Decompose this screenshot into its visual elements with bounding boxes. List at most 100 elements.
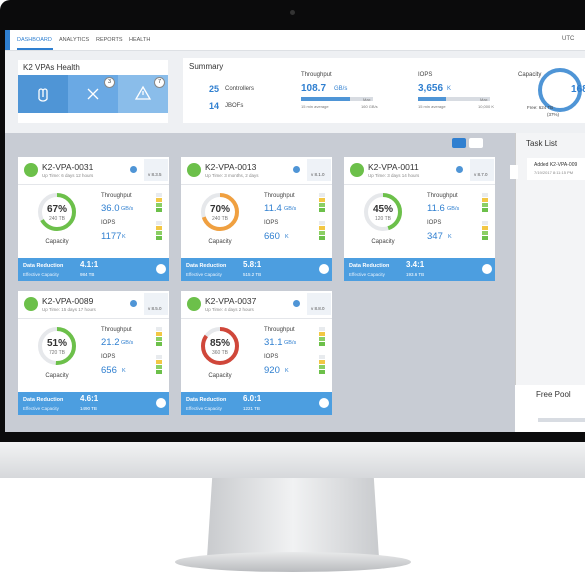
version-box <box>307 293 331 315</box>
health-icon <box>87 88 99 100</box>
level-segment <box>156 332 162 336</box>
version-box <box>144 293 168 315</box>
level-segment <box>319 198 325 202</box>
effective-title: Effective Capacity <box>186 406 222 411</box>
level-segment <box>319 231 325 235</box>
summary-bar <box>18 392 169 415</box>
vpa-card[interactable]: K2-VPA-0089 Up Time: 15 days 17 hours v 8.… <box>18 291 169 415</box>
camera <box>290 10 295 15</box>
details-button[interactable] <box>156 264 166 274</box>
view-toggle[interactable] <box>452 138 466 148</box>
nav-item[interactable]: REPORTS <box>96 37 123 43</box>
stand-neck <box>207 478 379 558</box>
effective-title: Effective Capacity <box>186 272 222 277</box>
details-button[interactable] <box>319 264 329 274</box>
vpa-card[interactable]: K2-VPA-0031 Up Time: 6 days 12 hours v 8.3… <box>18 157 169 281</box>
details-button[interactable] <box>156 398 166 408</box>
reduction-title: Data Reduction <box>186 263 227 269</box>
iops-value: 656 <box>101 365 117 376</box>
vpa-card[interactable]: K2-VPA-0037 Up Time: 4 days 2 hours v 8.8.… <box>181 291 332 415</box>
level-segment <box>319 226 325 230</box>
nav-item[interactable]: DASHBOARD <box>17 37 52 43</box>
level-segment <box>156 203 162 207</box>
iops-value: 1177 <box>101 231 122 242</box>
info-icon[interactable] <box>293 166 300 173</box>
view-toggle[interactable] <box>469 138 483 148</box>
collapse-arrow[interactable] <box>510 165 518 179</box>
throughput-unit: GB/s <box>284 206 297 212</box>
level-segment <box>482 203 488 207</box>
capacity-size: 240 TB <box>48 216 66 222</box>
nav-accent <box>5 30 10 50</box>
iops-value: 347 <box>427 231 443 242</box>
iops-value: 660 <box>264 231 280 242</box>
level-segment <box>156 236 162 240</box>
card-name: K2-VPA-0037 <box>205 296 257 306</box>
divider <box>344 184 495 185</box>
info-icon[interactable] <box>130 166 137 173</box>
info-icon[interactable] <box>456 166 463 173</box>
throughput-value: 21.2 <box>101 337 120 348</box>
version-box <box>144 159 168 181</box>
throughput-unit: GB/s <box>334 86 348 92</box>
task-text: Added K2-VPA-009 <box>534 162 578 168</box>
jbofs-count: 14 <box>209 101 220 111</box>
throughput-value: 11.4 <box>264 203 282 214</box>
level-segment <box>156 208 162 212</box>
throughput-title: Throughput <box>264 327 295 333</box>
capacity-ring <box>538 68 582 112</box>
summary-panel <box>183 58 585 123</box>
card-name: K2-VPA-0089 <box>42 296 94 306</box>
details-button[interactable] <box>482 264 492 274</box>
reduction-title: Data Reduction <box>23 397 64 403</box>
iops-value: 920 <box>264 365 280 376</box>
iops-title: IOPS <box>264 354 279 360</box>
health-tile[interactable] <box>18 75 68 113</box>
timezone[interactable]: UTC <box>562 36 575 42</box>
screen: DASHBOARD ANALYTICS REPORTS HEALTH UTC K2 VPA… <box>5 30 585 432</box>
throughput-title: Throughput <box>264 193 295 199</box>
health-title: K2 VPAs Health <box>23 63 80 72</box>
capacity-size: 360 TB <box>211 350 229 356</box>
info-icon[interactable] <box>130 300 137 307</box>
vpa-card[interactable]: K2-VPA-0011 Up Time: 3 days 14 hours v 8.7… <box>344 157 495 281</box>
reduction-title: Data Reduction <box>23 263 64 269</box>
nav-bar <box>5 30 585 51</box>
throughput-unit: GB/s <box>121 206 134 212</box>
iops-note: 15 min average <box>418 104 446 109</box>
capacity-size: 240 TB <box>211 216 229 222</box>
iops-fill <box>418 97 446 101</box>
effective-value: 984 TB <box>80 272 95 277</box>
nav-item[interactable]: HEALTH <box>129 37 151 43</box>
level-segment <box>156 342 162 346</box>
controllers-count: 25 <box>209 84 220 94</box>
effective-title: Effective Capacity <box>349 272 385 277</box>
divider <box>181 318 332 319</box>
capacity-title: Capacity <box>518 72 542 78</box>
nav-item[interactable]: ANALYTICS <box>59 37 90 43</box>
capacity-title: Capacity <box>45 373 69 379</box>
level-segment <box>156 337 162 341</box>
level-segment <box>482 226 488 230</box>
level-segment <box>156 193 162 197</box>
info-icon[interactable] <box>293 300 300 307</box>
effective-value: 515.2 TB <box>243 272 262 277</box>
vpa-card[interactable]: K2-VPA-0013 Up Time: 3 months, 2 days v 8.… <box>181 157 332 281</box>
level-segment <box>482 236 488 240</box>
level-segment <box>156 370 162 374</box>
capacity-free-pct: (37%) <box>547 112 560 117</box>
details-button[interactable] <box>319 398 329 408</box>
effective-value: 193.6 TB <box>406 272 425 277</box>
throughput-note: 15 min average <box>301 104 329 109</box>
effective-value: 1221 TB <box>243 406 260 411</box>
reduction-value: 5.8:1 <box>243 260 262 269</box>
chin <box>0 442 585 478</box>
throughput-unit: GB/s <box>121 340 134 346</box>
capacity-pct: 45% <box>372 204 393 215</box>
task-panel <box>515 133 585 432</box>
version-box <box>307 159 331 181</box>
card-uptime: Up Time: 6 days 12 hours <box>42 173 94 178</box>
capacity-gauge <box>201 193 239 231</box>
version: v 8.3.5 <box>148 172 162 177</box>
health-icon <box>38 88 48 102</box>
